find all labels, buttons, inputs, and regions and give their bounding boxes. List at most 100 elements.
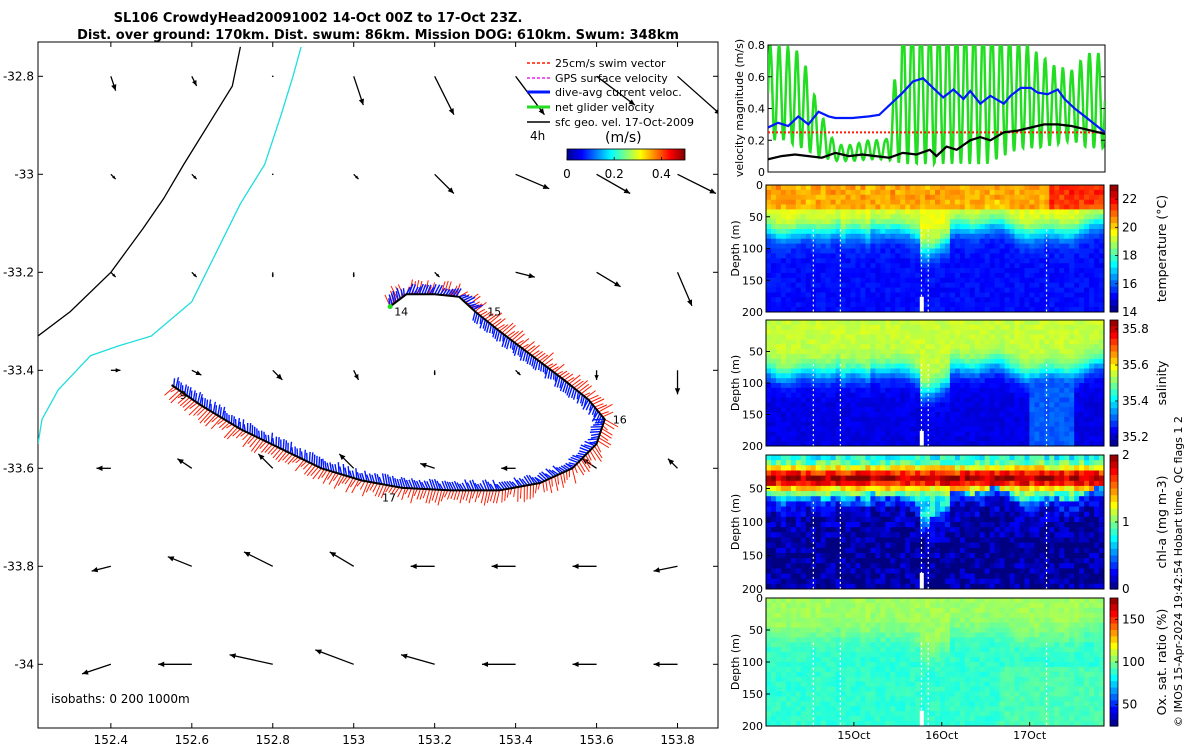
section-cell: [860, 392, 866, 399]
section-cell: [865, 516, 871, 523]
section-cell: [944, 412, 951, 418]
section-cell: [900, 263, 906, 269]
section-cell: [815, 272, 822, 279]
current-vector: [208, 399, 212, 411]
section-cell: [890, 455, 896, 461]
swim-vector: [471, 490, 476, 499]
section-cell: [954, 214, 961, 220]
section-cell: [1094, 324, 1100, 331]
section-cell: [845, 470, 852, 477]
section-cell: [825, 324, 832, 331]
section-cell: [780, 537, 787, 544]
section-cell: [1029, 353, 1035, 360]
section-cell: [845, 412, 852, 418]
section-cell: [890, 426, 896, 432]
section-cell: [890, 229, 896, 235]
section-cell: [780, 209, 787, 215]
section-cell: [1009, 297, 1016, 303]
section-cell: [999, 363, 1006, 369]
section-cell: [940, 387, 946, 394]
section-cell: [766, 272, 772, 279]
section-cell: [880, 455, 886, 461]
section-cell: [865, 436, 871, 442]
section-cell: [1039, 229, 1045, 235]
section-cell: [766, 344, 772, 350]
section-cell: [1044, 277, 1050, 284]
swim-vector: [351, 479, 360, 494]
section-cell: [885, 297, 891, 303]
section-cell: [1084, 243, 1090, 250]
section-cell: [820, 552, 827, 559]
section-cell: [835, 436, 842, 442]
section-cell: [815, 253, 822, 259]
section-cell: [775, 563, 782, 569]
swim-vector: [401, 487, 406, 501]
swim-vector: [574, 465, 578, 474]
section-cell: [1069, 387, 1075, 394]
section-cell: [1049, 320, 1055, 326]
current-vector: [291, 447, 294, 455]
section-cell: [1059, 263, 1065, 269]
section-cell: [830, 558, 837, 564]
section-cell: [1009, 392, 1016, 399]
section-cell: [875, 421, 881, 428]
section-cell: [800, 568, 807, 575]
section-cell: [1064, 368, 1070, 374]
section-cell: [1089, 209, 1095, 215]
section-cell: [795, 320, 802, 326]
section-cell: [1009, 324, 1016, 331]
section-cell: [840, 568, 847, 575]
section-cell: [1084, 277, 1090, 284]
section-colorbar-cell: [1110, 338, 1118, 346]
section-cell: [994, 402, 1001, 408]
section-cell: [840, 558, 847, 564]
section-cell: [766, 547, 772, 554]
section-cell: [860, 431, 866, 437]
section-cell: [845, 522, 852, 528]
current-vector: [511, 341, 515, 350]
section-cell: [845, 480, 852, 487]
geo-vector: [81, 663, 112, 675]
section-cell: [920, 378, 926, 384]
section-cell: [870, 373, 876, 379]
section-cell: [949, 353, 956, 360]
section-cell: [1054, 292, 1060, 298]
section-cell: [969, 199, 976, 206]
velocity-axes: 00.20.40.60.8: [748, 39, 1105, 179]
colorbar-tick-label: 35.2: [1122, 430, 1149, 444]
section-cell: [969, 229, 976, 235]
section-cell: [840, 465, 847, 472]
section-cell: [845, 475, 852, 482]
glider-track: [164, 279, 619, 506]
section-cell: [785, 475, 792, 482]
section-cell: [805, 402, 812, 408]
section-cell: [855, 214, 862, 220]
section-cell: [780, 287, 787, 294]
section-cell: [825, 272, 832, 279]
section-cell: [1049, 282, 1055, 289]
section-cell: [790, 436, 797, 442]
section-cell: [1079, 185, 1085, 191]
current-vector: [504, 337, 509, 348]
section-cell: [835, 421, 842, 428]
section-cell: [875, 563, 881, 569]
section-cell: [895, 238, 901, 245]
section-cell: [989, 204, 996, 210]
section-cell: [1024, 344, 1031, 350]
swim-vector: [494, 318, 506, 328]
section-cell: [979, 329, 986, 336]
section-cell: [865, 344, 871, 350]
section-cell: [815, 243, 822, 250]
section-cell: [1014, 263, 1021, 269]
section-cell: [1099, 224, 1104, 230]
section-cell: [1019, 334, 1026, 340]
section-cell: [1059, 287, 1065, 294]
section-cell: [825, 537, 832, 544]
current-vector: [554, 373, 557, 382]
section-cell: [969, 334, 976, 340]
section-cell: [900, 229, 906, 235]
section-cell: [1094, 373, 1100, 379]
section-cell: [825, 258, 832, 264]
current-vector: [492, 479, 498, 491]
section-cell: [1009, 320, 1016, 326]
